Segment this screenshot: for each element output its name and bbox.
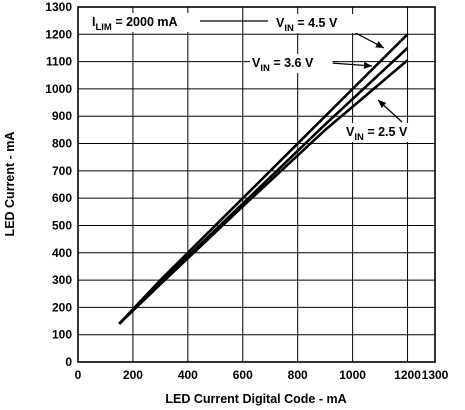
y-tick-label: 0 [65, 355, 72, 369]
x-tick-label: 1200 [394, 368, 421, 382]
y-tick-label: 900 [52, 109, 72, 123]
x-tick-label: 600 [233, 368, 253, 382]
grid [78, 7, 435, 362]
y-tick-label: 700 [52, 164, 72, 178]
y-tick-label: 600 [52, 191, 72, 205]
x-tick-label: 200 [123, 368, 143, 382]
annotations: ILIM = 2000 mA VIN = 4.5 V VIN = 3.6 V VIN … [90, 13, 427, 143]
y-tick-label: 200 [52, 300, 72, 314]
annotation-ilim: ILIM = 2000 mA [92, 15, 178, 33]
series-lines [118, 33, 409, 325]
annotation-vin36: VIN = 3.6 V [252, 56, 314, 74]
annotation-vin25: VIN = 2.5 V [346, 125, 408, 143]
annotation-vin45: VIN = 4.5 V [276, 16, 338, 34]
x-tick-label: 800 [288, 368, 308, 382]
y-tick-label: 300 [52, 273, 72, 287]
y-tick-label: 1300 [45, 0, 72, 14]
x-tick-label: 0 [75, 368, 82, 382]
y-tick-label: 400 [52, 246, 72, 260]
annotation-arrowhead [363, 61, 372, 69]
y-tick-label: 500 [52, 218, 72, 232]
y-tick-label: 1100 [46, 55, 72, 69]
x-tick-label: 400 [178, 368, 198, 382]
y-axis-title: LED Current - mA [3, 132, 17, 237]
annotation-background [90, 13, 194, 32]
series-line-3 [118, 59, 409, 325]
y-tick-label: 800 [52, 137, 72, 151]
annotation-background [274, 14, 357, 33]
annotation-arrowhead [375, 41, 384, 48]
y-tick-label: 1200 [45, 27, 72, 41]
annotation-background [344, 123, 427, 142]
y-tick-labels: 0 100 200 300 400 500 600 700 800 900 1000 1100 1200… [45, 0, 72, 369]
plot-frame [77, 6, 436, 363]
annotation-background [250, 54, 333, 73]
y-tick-label: 100 [52, 328, 72, 342]
x-tick-label: 1300 [422, 368, 449, 382]
x-axis-title: LED Current Digital Code - mA [165, 392, 346, 406]
y-tick-label: 1000 [45, 82, 72, 96]
x-tick-labels: 0 200 400 600 800 1000 1200 1300 [75, 368, 449, 382]
x-tick-label: 1000 [339, 368, 366, 382]
annotation-arrowhead [378, 100, 387, 108]
